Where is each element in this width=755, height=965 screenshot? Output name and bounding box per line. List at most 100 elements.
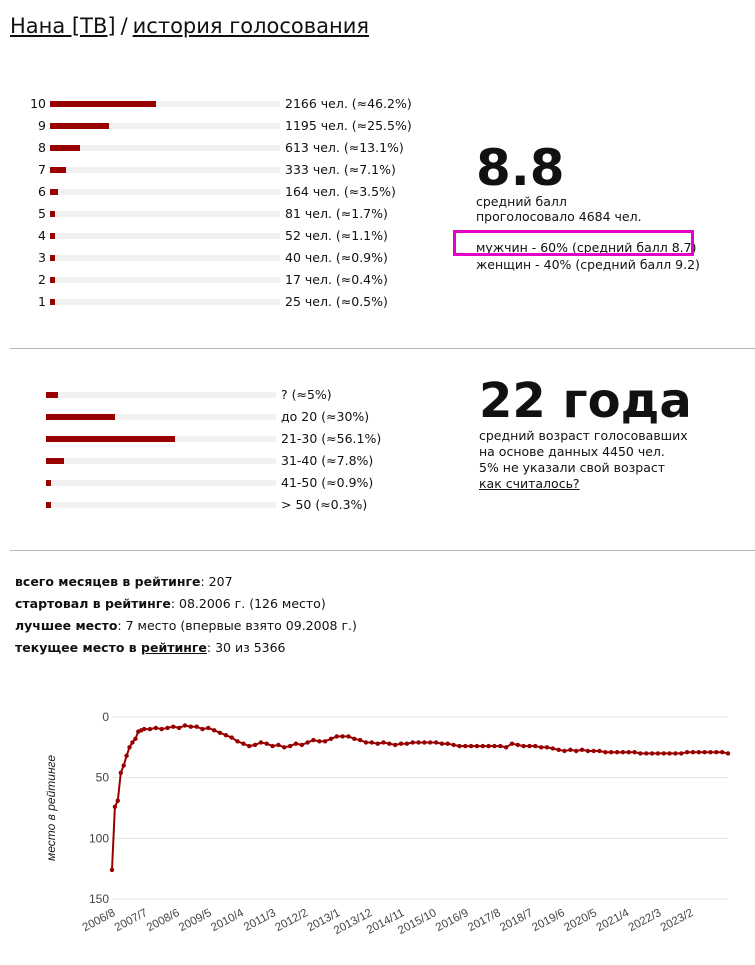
- vote-row: 7 333 чел. (≈7.1%): [10, 159, 430, 181]
- rank-point: [176, 725, 182, 731]
- age-info-line3: 5% не указали свой возраст: [479, 460, 666, 475]
- divider: [10, 550, 755, 551]
- bar-fill: [50, 211, 55, 217]
- x-tick-label: 2023/2: [659, 907, 696, 934]
- best-label: лучшее место: [15, 618, 118, 633]
- rank-point: [684, 750, 690, 755]
- score-label: 8: [38, 140, 46, 155]
- score-label: 5: [38, 206, 46, 221]
- vote-row: 5 81 чел. (≈1.7%): [10, 203, 430, 225]
- rank-point: [287, 743, 293, 749]
- rank-point: [667, 751, 672, 756]
- average-age: 22 года: [479, 373, 692, 429]
- score-label: 9: [38, 118, 46, 133]
- rank-point: [404, 741, 410, 746]
- how-calculated-link[interactable]: как считалось?: [479, 476, 580, 491]
- rank-point: [130, 740, 135, 745]
- rank-point: [451, 742, 456, 748]
- rank-point: [515, 742, 520, 748]
- bar-track: [50, 167, 280, 173]
- rating-link[interactable]: рейтинге: [141, 640, 207, 655]
- rank-point: [416, 740, 421, 745]
- rank-point: [398, 741, 404, 746]
- history-link[interactable]: история голосования: [132, 14, 370, 38]
- rank-point: [282, 745, 287, 750]
- rank-point: [247, 743, 252, 749]
- bar-fill: [50, 167, 67, 173]
- bar-track: [46, 392, 276, 398]
- women-stats: женщин - 40% (средний балл 9.2): [476, 257, 700, 272]
- rank-point: [165, 725, 170, 731]
- rank-point: [503, 745, 509, 750]
- bar-fill: [46, 414, 115, 420]
- rank-point: [171, 724, 176, 729]
- rank-point: [690, 750, 696, 755]
- rank-point: [655, 751, 661, 756]
- age-info-line2: на основе данных 4450 чел.: [479, 444, 665, 459]
- y-tick-label: 100: [89, 831, 109, 845]
- bar-value-text: 333 чел. (≈7.1%): [285, 162, 396, 177]
- bar-fill: [50, 299, 55, 305]
- rank-point: [609, 750, 614, 755]
- rank-point: [480, 743, 485, 749]
- bar-fill: [46, 458, 64, 464]
- rank-point: [133, 736, 138, 741]
- rank-point: [527, 743, 532, 749]
- rank-point: [206, 725, 211, 731]
- x-tick-label: 2009/5: [177, 907, 214, 934]
- rank-point: [182, 723, 188, 728]
- score-label: 2: [38, 272, 46, 287]
- rank-point: [217, 730, 223, 735]
- rank-point: [141, 726, 147, 732]
- vote-row: 4 52 чел. (≈1.1%): [10, 225, 430, 247]
- y-tick-label: 50: [96, 771, 110, 785]
- age-info-line1: средний возраст голосовавших: [479, 428, 688, 443]
- vote-row: 6 164 чел. (≈3.5%): [10, 181, 430, 203]
- rank-point: [112, 804, 118, 809]
- rank-point: [533, 743, 538, 749]
- rank-point: [358, 737, 363, 743]
- bar-value-text: 31-40 (≈7.8%): [281, 453, 374, 468]
- bar-fill: [46, 392, 58, 398]
- rank-point: [679, 751, 684, 756]
- age-row: до 20 (≈30%): [10, 406, 430, 428]
- bar-fill: [50, 255, 55, 261]
- rank-point: [439, 741, 445, 746]
- rank-point: [235, 739, 240, 744]
- x-tick-label: 2007/7: [113, 907, 150, 934]
- bar-track: [46, 502, 276, 508]
- bar-track: [46, 480, 276, 486]
- rank-point: [153, 725, 158, 731]
- bar-fill: [50, 233, 55, 239]
- rank-point: [585, 748, 591, 754]
- rank-point: [509, 741, 515, 746]
- rank-point: [194, 724, 199, 729]
- rank-point: [644, 751, 649, 756]
- best-place: лучшее место: 7 место (впервые взято 09.…: [15, 618, 357, 633]
- vote-row: 2 17 чел. (≈0.4%): [10, 269, 430, 291]
- bar-fill: [50, 101, 157, 107]
- rank-point: [147, 726, 153, 732]
- voters-count: проголосовало 4684 чел.: [476, 209, 642, 224]
- title-link[interactable]: Нана [ТВ]: [10, 14, 116, 38]
- current-place: текущее место в рейтинге: 30 из 5366: [15, 640, 286, 655]
- rank-point: [468, 743, 474, 749]
- bar-value-text: до 20 (≈30%): [281, 409, 370, 424]
- vote-row: 9 1195 чел. (≈25.5%): [10, 115, 430, 137]
- score-label: 1: [38, 294, 46, 309]
- rank-point: [375, 741, 380, 746]
- rank-point: [118, 770, 124, 775]
- rank-point: [544, 745, 550, 750]
- rank-point: [696, 750, 701, 755]
- rank-point: [124, 753, 129, 758]
- started-value: : 08.2006 г. (126 место): [170, 596, 326, 611]
- bar-value-text: 40 чел. (≈0.9%): [285, 250, 388, 265]
- y-axis-label: место в рейтинге: [44, 755, 58, 861]
- months-in-rating: всего месяцев в рейтинге: 207: [15, 574, 233, 589]
- average-score: 8.8: [476, 139, 565, 197]
- rank-point: [188, 724, 193, 729]
- x-tick-label: 2019/6: [530, 907, 567, 934]
- bar-track: [50, 189, 280, 195]
- started-in-rating: стартовал в рейтинге: 08.2006 г. (126 ме…: [15, 596, 326, 611]
- rank-point: [457, 743, 462, 749]
